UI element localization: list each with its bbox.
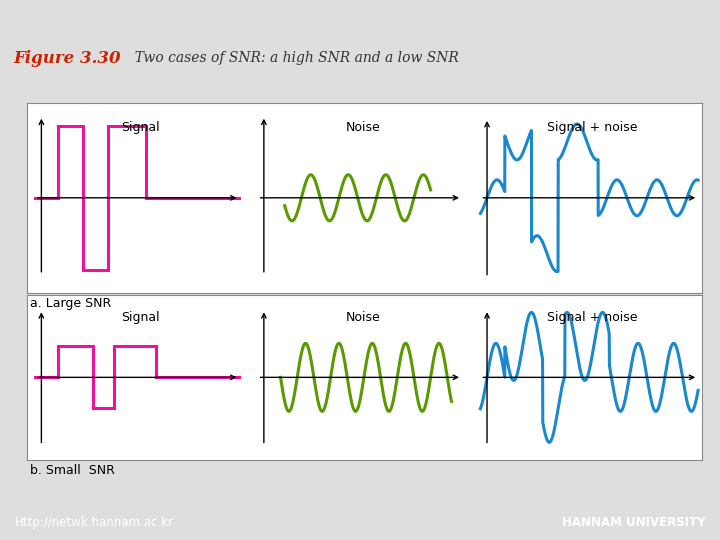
Text: HANNAM UNIVERSITY: HANNAM UNIVERSITY xyxy=(562,516,706,529)
Text: Noise: Noise xyxy=(346,311,380,324)
Text: Figure 3.30: Figure 3.30 xyxy=(13,50,120,67)
Text: Signal: Signal xyxy=(121,120,160,133)
Text: a. Large SNR: a. Large SNR xyxy=(30,296,112,310)
Text: Noise: Noise xyxy=(346,120,380,133)
Text: Two cases of SNR: a high SNR and a low SNR: Two cases of SNR: a high SNR and a low S… xyxy=(126,51,459,65)
Text: Signal + noise: Signal + noise xyxy=(547,311,638,324)
Text: b. Small  SNR: b. Small SNR xyxy=(30,464,115,477)
Text: Signal: Signal xyxy=(121,311,160,324)
Text: Signal + noise: Signal + noise xyxy=(547,120,638,133)
Text: Http://netwk.hannam.ac.kr: Http://netwk.hannam.ac.kr xyxy=(14,516,174,529)
